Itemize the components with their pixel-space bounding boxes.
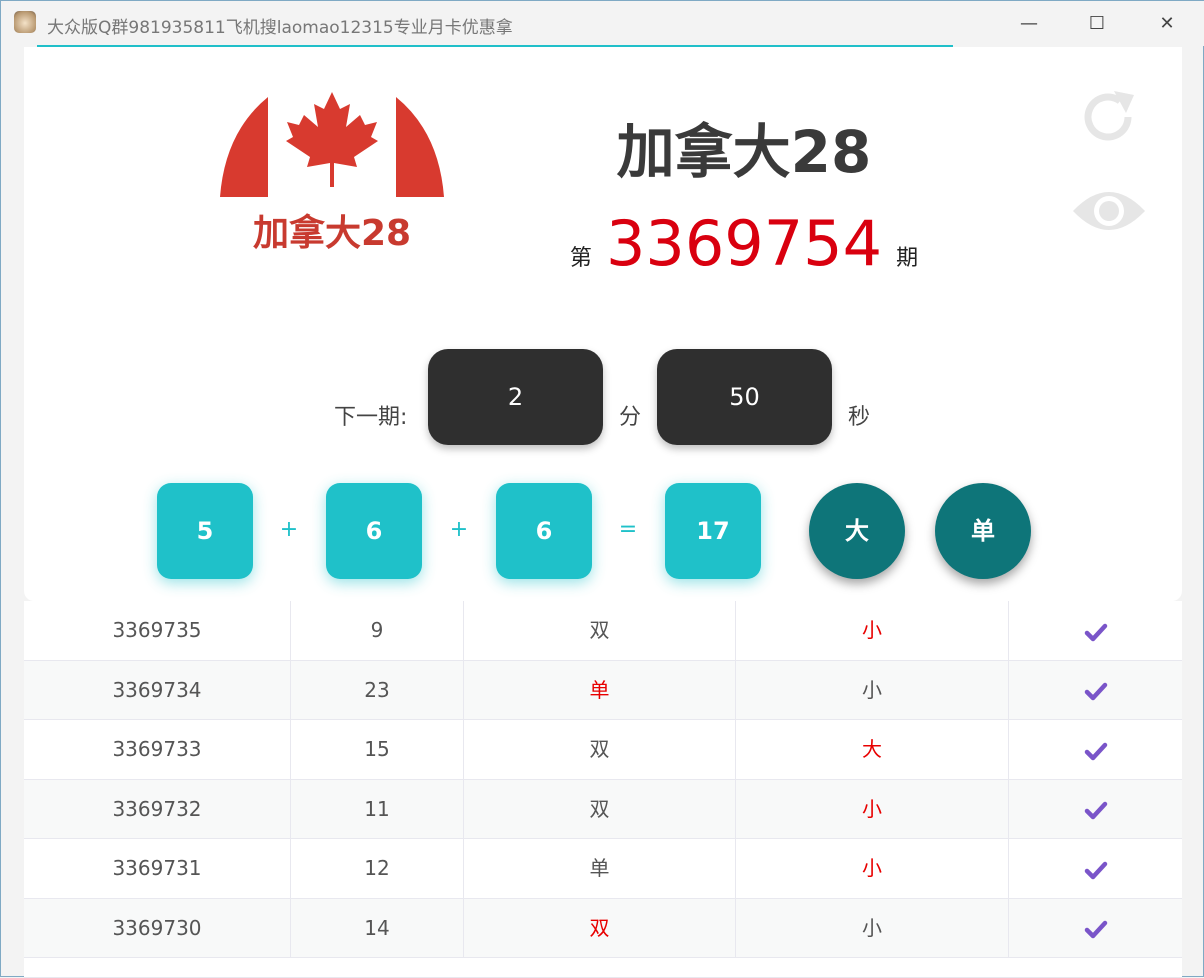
history-parity: 双 (464, 601, 736, 660)
table-row: 3369735 9 双小 (24, 601, 1182, 661)
logo-text: 加拿大28 (253, 212, 411, 254)
history-size: 大 (736, 720, 1009, 779)
table-row: 3369733 15 双大 (24, 720, 1182, 780)
minutes-unit: 分 (619, 405, 642, 430)
history-issue: 3369730 (24, 898, 291, 957)
history-sum: 12 (291, 839, 464, 898)
equals-sign: = (618, 517, 638, 542)
canada28-logo: 加拿大28 (220, 92, 444, 254)
history-sum: 15 (291, 720, 464, 779)
table-row: 3369734 23 单小 (24, 660, 1182, 720)
history-parity: 双 (464, 779, 736, 838)
progress-line (37, 45, 953, 47)
checkmark-cell (1009, 899, 1182, 958)
history-sum: 23 (291, 660, 464, 719)
next-issue-label: 下一期: (334, 405, 408, 430)
checkmark-icon (1084, 742, 1107, 760)
title-bar: 大众版Q群981935811飞机搜laomao12315专业月卡优惠拿 — ☐ … (1, 1, 1204, 46)
maximize-button[interactable]: ☐ (1088, 13, 1106, 34)
history-issue: 3369734 (24, 660, 291, 719)
minimize-button[interactable]: — (1020, 13, 1038, 34)
history-size: 小 (736, 601, 1009, 660)
history-sum: 14 (291, 898, 464, 957)
current-issue: 第 3369754 期 (564, 207, 924, 280)
app-icon (14, 11, 36, 33)
table-row: 3369732 11 双小 (24, 779, 1182, 839)
main-card: 加拿大28 加拿大28 第 3369754 期 下一期: 2 分 50 秒 5 + … (24, 47, 1182, 601)
history-parity: 双 (464, 898, 736, 957)
checkmark-icon (1084, 920, 1107, 939)
plus-sign: + (449, 517, 469, 542)
plus-sign: + (279, 517, 299, 542)
close-button[interactable]: ✕ (1159, 13, 1175, 34)
refresh-icon[interactable] (1076, 85, 1140, 149)
minutes-box: 2 (428, 349, 603, 445)
ball-1: 5 (157, 483, 253, 579)
checkmark-cell (1009, 661, 1182, 720)
checkmark-cell (1009, 780, 1182, 839)
issue-number: 3369754 (605, 207, 883, 280)
seconds-box: 50 (657, 349, 832, 445)
window-title: 大众版Q群981935811飞机搜laomao12315专业月卡优惠拿 (47, 18, 513, 38)
seconds-unit: 秒 (848, 405, 871, 430)
history-issue: 3369731 (24, 839, 291, 898)
checkmark-cell (1009, 601, 1182, 660)
checkmark-icon (1084, 623, 1107, 641)
checkmark-icon (1084, 861, 1107, 879)
ball-3: 6 (496, 483, 592, 579)
history-issue: 3369732 (24, 779, 291, 838)
eye-icon[interactable] (1070, 181, 1148, 241)
issue-suffix: 期 (896, 246, 919, 271)
ball-2: 6 (326, 483, 422, 579)
table-row-partial (24, 958, 1182, 978)
parity-badge: 单 (935, 483, 1031, 579)
history-parity: 单 (464, 660, 736, 719)
size-badge: 大 (809, 483, 905, 579)
table-row: 3369731 12 单小 (24, 839, 1182, 899)
checkmark-icon (1084, 682, 1107, 701)
history-issue: 3369733 (24, 720, 291, 779)
history-size: 小 (736, 898, 1009, 957)
history-parity: 双 (464, 720, 736, 779)
checkmark-icon (1084, 801, 1107, 820)
checkmark-cell (1009, 839, 1182, 898)
history-size: 小 (736, 779, 1009, 838)
history-parity: 单 (464, 839, 736, 898)
history-size: 小 (736, 660, 1009, 719)
checkmark-cell (1009, 720, 1182, 779)
history-issue: 3369735 (24, 601, 291, 660)
issue-prefix: 第 (569, 246, 592, 271)
history-table: 3369735 9 双小 3369734 23 单小 3369733 15 双大 3369732 1… (24, 601, 1182, 978)
history-sum: 11 (291, 779, 464, 838)
game-title: 加拿大28 (616, 118, 872, 186)
history-sum: 9 (291, 601, 464, 660)
table-row: 3369730 14 双小 (24, 898, 1182, 958)
history-size: 小 (736, 839, 1009, 898)
sum-ball: 17 (665, 483, 761, 579)
